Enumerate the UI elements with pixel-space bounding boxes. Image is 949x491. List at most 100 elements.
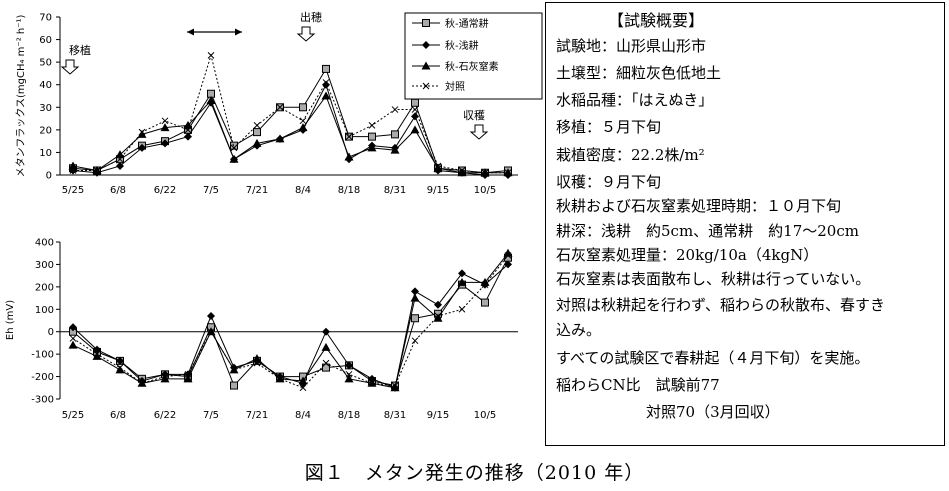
data-point xyxy=(391,130,399,139)
data-point xyxy=(183,374,193,383)
x-tick-label: 8/4 xyxy=(295,185,311,196)
data-point xyxy=(503,248,513,257)
summary-line: 移植：５月下旬 xyxy=(556,118,662,136)
data-point xyxy=(138,143,146,152)
data-point xyxy=(116,356,124,365)
legend-label: 秋-石灰窒素 xyxy=(445,60,499,73)
data-point xyxy=(458,167,466,174)
data-point xyxy=(321,342,331,351)
x-tick-label: 8/18 xyxy=(338,185,360,196)
summary-line: 水稲品種：「はえぬき」 xyxy=(556,91,714,109)
series-line xyxy=(72,255,509,389)
data-point xyxy=(321,91,331,100)
summary-line: 対照70（3月回収） xyxy=(556,403,780,421)
data-point xyxy=(345,370,353,378)
summary-line: 石灰窒素は表面散布し、秋耕は行っていない。 xyxy=(556,270,871,288)
data-point xyxy=(207,328,215,336)
y-tick-label: 10 xyxy=(39,148,52,159)
data-point xyxy=(457,168,467,177)
x-tick-label: 7/5 xyxy=(203,185,219,196)
summary-line: 稲わらCN比 試験前77 xyxy=(556,376,720,394)
right-arrowhead-icon xyxy=(235,28,242,36)
series-line xyxy=(72,264,509,389)
data-point xyxy=(299,384,307,392)
x-tick-label: 8/31 xyxy=(384,410,406,421)
data-point xyxy=(410,125,420,134)
y-tick-label: 60 xyxy=(39,35,52,46)
data-point xyxy=(229,154,239,163)
data-point xyxy=(504,252,512,259)
data-point xyxy=(160,374,170,383)
data-point xyxy=(298,123,308,132)
legend-marker xyxy=(422,19,430,27)
x-tick-label: 8/4 xyxy=(295,410,311,421)
data-point xyxy=(411,287,419,296)
data-point xyxy=(390,145,400,154)
data-point xyxy=(411,106,419,113)
data-point xyxy=(434,162,442,170)
data-point xyxy=(160,123,170,132)
data-point xyxy=(390,383,400,392)
legend-label: 対照 xyxy=(445,80,465,93)
legend-marker xyxy=(421,61,431,70)
data-point xyxy=(345,133,353,140)
data-point xyxy=(299,103,307,112)
data-point xyxy=(434,312,442,320)
legend-label: 秋-通常耕 xyxy=(445,17,489,30)
figure-caption: 図１ メタン発生の推移（2010 年） xyxy=(304,462,645,484)
y-tick-label: 70 xyxy=(39,13,52,24)
data-point xyxy=(115,365,125,374)
series-square xyxy=(69,253,512,390)
y-tick-label: -200 xyxy=(31,372,54,383)
data-point xyxy=(253,359,261,367)
x-tick-label: 6/22 xyxy=(154,410,176,421)
data-point xyxy=(410,293,420,302)
summary-title: 【試験概要】 xyxy=(608,11,705,30)
data-point xyxy=(183,120,193,129)
y-tick-label: 400 xyxy=(35,238,54,249)
summary-line: 石灰窒素処理量：20kg/10a（4kgN） xyxy=(556,246,819,264)
down-arrow-icon xyxy=(469,124,489,140)
data-point xyxy=(93,167,101,174)
data-point xyxy=(116,364,124,371)
series-line xyxy=(72,94,508,174)
data-point xyxy=(161,373,169,380)
data-point xyxy=(504,169,512,177)
data-point xyxy=(391,106,399,113)
data-point xyxy=(138,379,146,387)
annotation-transplant: 移植 xyxy=(69,43,91,57)
data-point xyxy=(230,381,238,390)
y-tick-label: 20 xyxy=(39,125,52,136)
data-point xyxy=(457,277,467,286)
x-tick-label: 6/22 xyxy=(154,185,176,196)
data-point xyxy=(434,300,442,309)
data-point xyxy=(322,327,330,336)
legend-marker xyxy=(422,82,430,90)
data-point xyxy=(184,370,192,378)
annotation-heading: 出穂 xyxy=(300,10,322,24)
data-point xyxy=(68,340,78,349)
x-tick-label: 10/5 xyxy=(474,410,496,421)
data-point xyxy=(367,143,377,152)
summary-line: 収穫：９月下旬 xyxy=(556,173,662,191)
x-tick-label: 5/25 xyxy=(62,185,84,196)
data-point xyxy=(161,117,169,125)
series-x xyxy=(69,52,512,177)
series-triangle xyxy=(68,91,513,177)
data-point xyxy=(68,161,78,170)
data-point xyxy=(391,382,399,389)
x-tick-label: 9/15 xyxy=(427,410,449,421)
data-point xyxy=(344,152,354,161)
y-tick-label: 30 xyxy=(39,103,52,114)
data-point xyxy=(411,314,419,323)
data-point xyxy=(138,128,146,136)
data-point xyxy=(344,374,354,383)
data-point xyxy=(481,169,489,177)
data-point xyxy=(411,112,419,121)
y-tick-label: 50 xyxy=(39,58,52,69)
y-tick-label: 300 xyxy=(35,260,54,271)
data-point xyxy=(368,121,376,129)
y-tick-label: 0 xyxy=(48,327,54,338)
legend-label: 秋-浅耕 xyxy=(445,39,479,52)
summary-line: 栽植密度：22.2株/m² xyxy=(556,146,705,164)
